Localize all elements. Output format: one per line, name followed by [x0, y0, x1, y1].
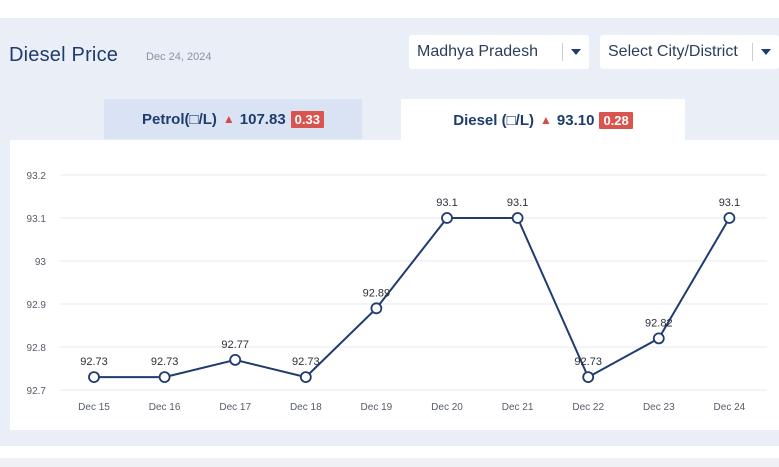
data-label: 92.77	[221, 339, 249, 351]
state-select-value: Madhya Pradesh	[417, 43, 538, 60]
tab-diesel-label: Diesel (□/L)	[453, 111, 534, 129]
data-point	[88, 371, 100, 384]
select-divider	[562, 43, 563, 61]
tab-petrol[interactable]: Petrol(□/L) ▲ 107.83 0.33	[104, 99, 362, 139]
data-label: 93.1	[719, 197, 740, 209]
data-point	[229, 353, 242, 366]
data-point	[299, 371, 312, 384]
bottom-divider	[0, 458, 779, 467]
data-point	[582, 371, 595, 384]
y-tick-label: 92.8	[27, 343, 47, 354]
tab-petrol-change-badge: 0.33	[290, 110, 324, 128]
select-divider	[752, 43, 753, 61]
x-tick-label: Dec 23	[643, 402, 675, 413]
data-point	[723, 212, 736, 224]
data-label: 92.73	[292, 356, 320, 368]
x-tick-label: Dec 16	[149, 402, 181, 413]
data-point	[370, 302, 383, 315]
data-point	[441, 212, 453, 224]
up-arrow-icon: ▲	[540, 113, 552, 127]
data-label: 92.89	[363, 287, 391, 299]
x-tick-label: Dec 15	[78, 402, 110, 413]
data-label: 92.82	[645, 317, 673, 329]
chart-container: 92.7 92.8 92.9 93 93.1 93.2 Dec 15 Dec 16 Dec 17…	[10, 140, 779, 430]
data-label: 92.73	[151, 356, 179, 368]
data-point	[158, 371, 171, 384]
price-line-chart: 92.7 92.8 92.9 93 93.1 93.2 Dec 15 Dec 16 Dec 17…	[27, 171, 767, 413]
tab-petrol-label: Petrol(□/L)	[142, 110, 217, 128]
series-line	[94, 217, 731, 379]
x-tick-label: Dec 22	[572, 402, 604, 413]
data-label: 93.1	[507, 197, 528, 209]
x-tick-label: Dec 20	[431, 402, 463, 413]
tab-diesel[interactable]: Diesel (□/L) ▲ 93.10 0.28	[401, 99, 685, 141]
x-tick-label: Dec 19	[361, 402, 393, 413]
tab-diesel-change-badge: 0.28	[599, 111, 633, 129]
x-tick-label: Dec 21	[502, 402, 534, 413]
data-label: 93.1	[436, 197, 457, 209]
chevron-down-icon[interactable]	[761, 49, 771, 55]
data-point	[511, 212, 524, 224]
y-tick-label: 93	[35, 257, 47, 268]
y-tick-label: 92.9	[27, 300, 47, 311]
data-point	[652, 332, 665, 345]
x-tick-label: Dec 17	[219, 402, 251, 413]
y-tick-label: 93.2	[27, 171, 47, 182]
page-title: Diesel Price	[9, 44, 119, 66]
city-select[interactable]: Select City/District	[600, 35, 779, 69]
price-date: Dec 24, 2024	[146, 51, 212, 63]
data-label: 92.73	[80, 356, 108, 368]
x-tick-label: Dec 24	[714, 402, 746, 413]
data-label: 92.73	[574, 356, 602, 368]
up-arrow-icon: ▲	[222, 112, 235, 126]
tab-petrol-price: 107.83	[239, 110, 286, 128]
state-select[interactable]: Madhya Pradesh	[409, 35, 589, 69]
chevron-down-icon[interactable]	[571, 49, 581, 55]
x-tick-label: Dec 18	[290, 402, 322, 413]
tab-diesel-price: 93.10	[556, 111, 595, 129]
city-select-value: Select City/District	[608, 43, 738, 60]
y-tick-label: 93.1	[27, 214, 47, 225]
y-tick-label: 92.7	[27, 386, 47, 397]
